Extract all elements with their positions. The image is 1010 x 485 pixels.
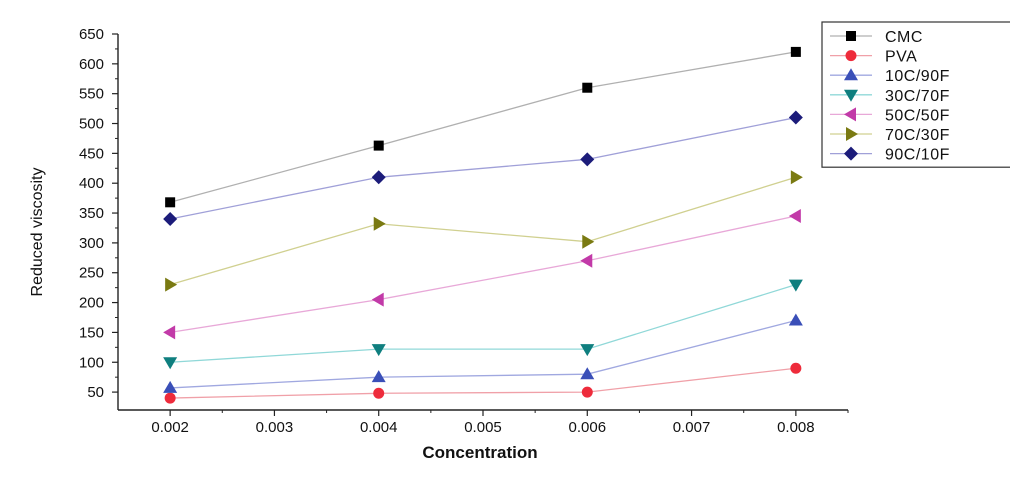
legend-marker — [844, 146, 858, 161]
data-point — [580, 367, 595, 380]
y-tick-label: 350 — [79, 205, 104, 222]
legend-label: CMC — [885, 29, 923, 46]
y-tick-label: 400 — [79, 175, 104, 192]
y-tick-label: 500 — [79, 116, 104, 133]
data-point — [788, 110, 803, 125]
legend-entry: 10C/90F — [830, 68, 950, 85]
legend-entry: 30C/70F — [830, 88, 950, 105]
x-tick-label: 0.005 — [464, 419, 502, 436]
legend-entry: 90C/10F — [830, 146, 950, 164]
y-tick-label: 450 — [79, 145, 104, 162]
x-axis-title: Concentration — [422, 443, 537, 462]
data-point — [373, 216, 386, 231]
legend-entry: PVA — [830, 49, 917, 66]
series-90c-10f — [163, 110, 803, 227]
x-tick-label: 0.002 — [151, 419, 189, 436]
x-tick-label: 0.006 — [569, 419, 607, 436]
series-cmc — [165, 46, 801, 208]
x-tick-label: 0.003 — [256, 419, 294, 436]
legend-marker — [844, 68, 858, 81]
data-point — [790, 362, 802, 374]
legend-label: 50C/50F — [885, 107, 950, 124]
legend-marker — [846, 31, 856, 41]
legend-marker — [844, 89, 858, 102]
axes: 50 100 150 200 250 300 350 400 450 500 550 600 650 0.… — [79, 26, 849, 436]
y-tick-label: 150 — [79, 324, 104, 341]
data-point — [165, 197, 176, 208]
series-30c-70f — [163, 279, 803, 370]
data-point — [790, 170, 803, 185]
legend-marker — [845, 50, 857, 62]
x-tick-label: 0.004 — [360, 419, 398, 436]
y-tick-label: 550 — [79, 86, 104, 103]
legend-marker — [844, 107, 856, 122]
series-10c-90f — [163, 313, 803, 393]
data-point — [788, 313, 803, 326]
legend-label: 30C/70F — [885, 88, 950, 105]
data-point — [163, 357, 178, 370]
series-line — [169, 51, 796, 203]
series-line — [169, 176, 797, 286]
data-point — [163, 325, 176, 340]
data-point — [790, 46, 801, 57]
data-point — [373, 387, 385, 399]
data-point — [163, 212, 178, 227]
data-point — [371, 170, 386, 185]
y-tick-label: 650 — [79, 26, 104, 43]
series-70c-30f — [165, 170, 803, 292]
series-line — [170, 116, 796, 220]
y-tick-label: 250 — [79, 265, 104, 282]
y-tick-label: 200 — [79, 295, 104, 312]
data-point — [788, 279, 803, 292]
legend-label: 90C/10F — [885, 147, 950, 164]
legend-marker — [846, 127, 858, 141]
legend-entry: CMC — [830, 29, 923, 46]
y-tick-label: 600 — [79, 56, 104, 73]
data-point — [371, 370, 386, 383]
legend-entry: 50C/50F — [830, 107, 950, 124]
series-pva — [164, 362, 802, 404]
legend-label: 70C/30F — [885, 127, 950, 144]
series-line — [170, 319, 797, 389]
data-point — [164, 392, 176, 404]
y-tick-label: 50 — [87, 384, 104, 401]
data-point — [582, 234, 595, 249]
data-point — [788, 209, 801, 224]
x-tick-label: 0.008 — [777, 419, 815, 436]
legend-label: PVA — [885, 49, 917, 66]
series-50c-50f — [163, 209, 801, 340]
series-line — [170, 284, 797, 363]
legend: CMC PVA 10C/90F 30C/70F 50C/50F 70C/30F 90C/10… — [821, 21, 1010, 168]
data-point — [165, 277, 178, 292]
data-point — [582, 82, 593, 93]
series-line — [170, 367, 796, 399]
data-point — [371, 292, 384, 307]
data-point — [371, 344, 386, 357]
data-point — [163, 380, 178, 393]
legend-entry: 70C/30F — [830, 127, 950, 144]
data-point — [580, 253, 593, 268]
legend-label: 10C/90F — [885, 68, 950, 85]
series-line — [170, 215, 796, 334]
y-axis-title: Reduced viscosity — [29, 168, 46, 297]
data-point — [580, 152, 595, 167]
plot-area — [163, 46, 803, 404]
x-tick-label: 0.007 — [673, 419, 711, 436]
y-tick-label: 100 — [79, 354, 104, 371]
data-point — [581, 386, 593, 398]
data-point — [373, 140, 384, 151]
y-tick-label: 300 — [79, 235, 104, 252]
data-point — [580, 344, 595, 357]
